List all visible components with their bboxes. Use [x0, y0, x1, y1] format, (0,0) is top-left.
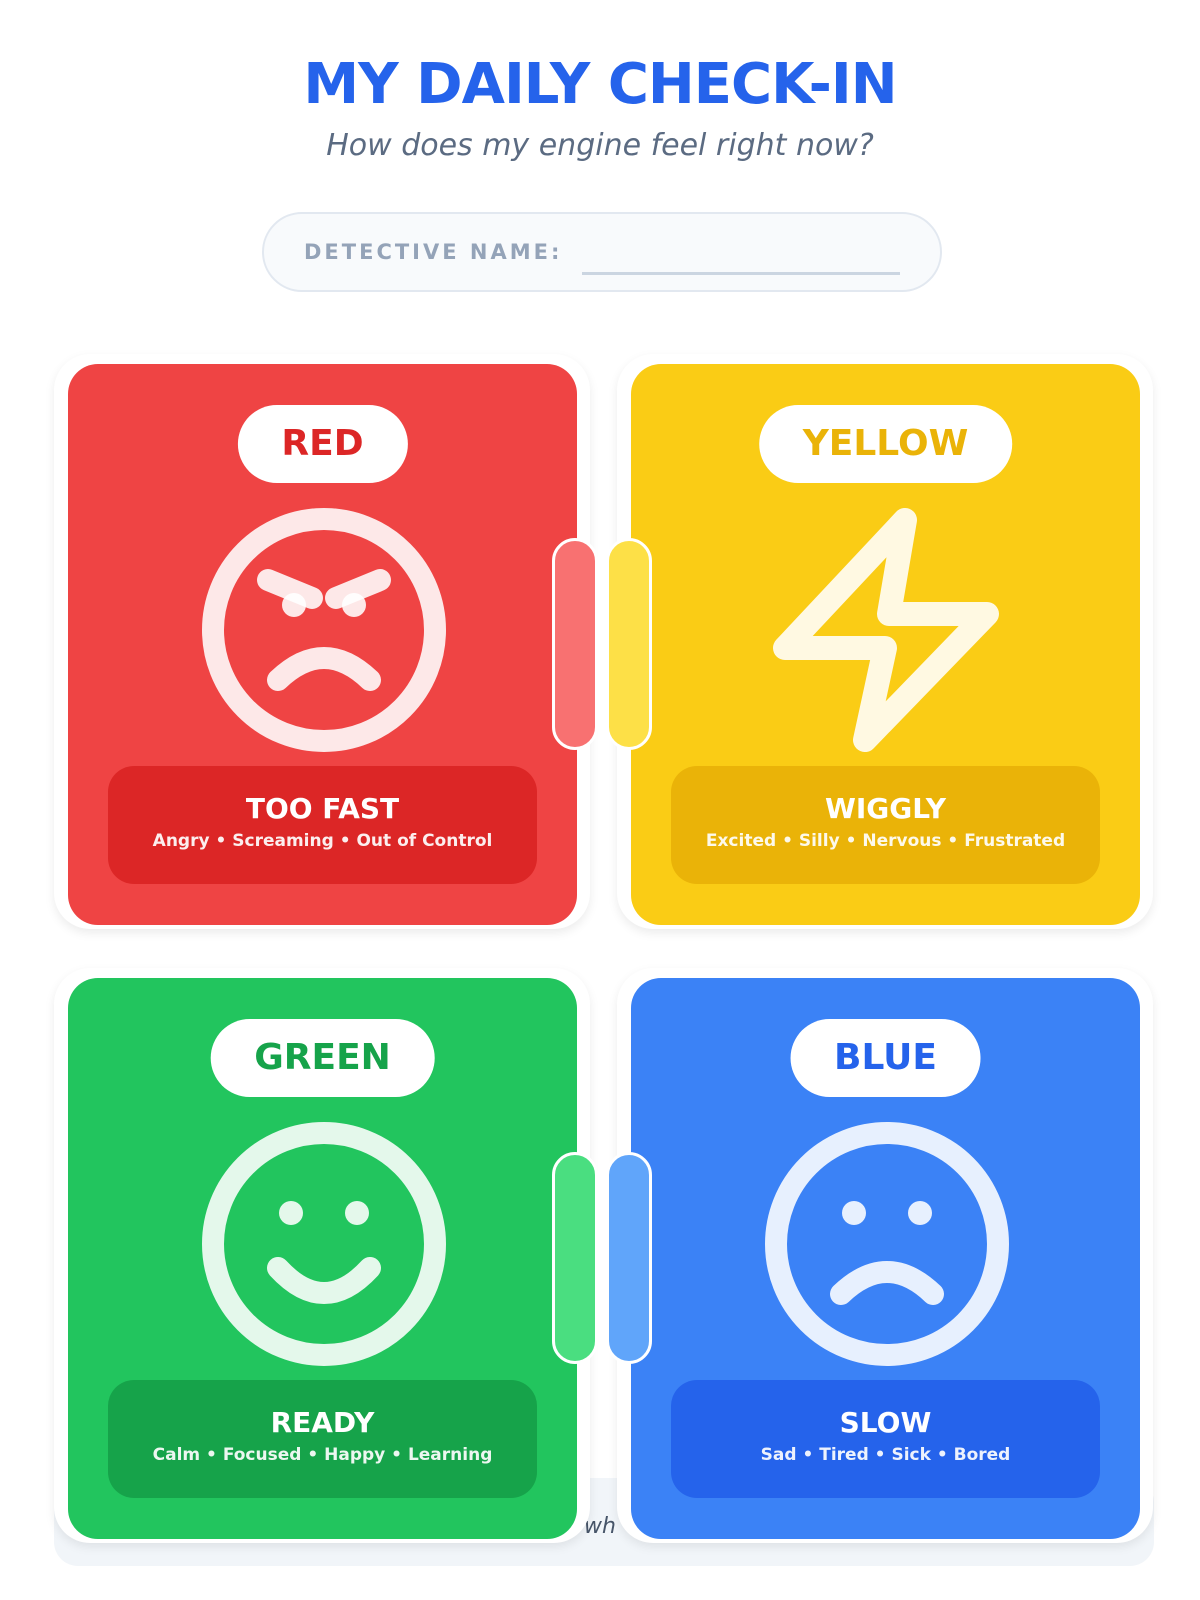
sad-face-icon: [765, 1122, 1009, 1366]
connector-blue: [606, 1152, 652, 1364]
zone-title: SLOW: [839, 1406, 932, 1439]
zone-info-box: WIGGLY Excited • Silly • Nervous • Frust…: [671, 766, 1100, 884]
zone-card-frame-red[interactable]: RED TOO FAST Angry • Screaming • Out of …: [54, 354, 590, 929]
zone-feelings: Sad • Tired • Sick • Bored: [760, 1445, 1011, 1465]
zone-label-pill: RED: [237, 405, 408, 483]
detective-name-input-line[interactable]: [582, 272, 900, 275]
zone-card-frame-green[interactable]: GREEN READY Calm • Focused • Happy • Lea…: [54, 968, 590, 1543]
zone-feelings: Angry • Screaming • Out of Control: [152, 831, 493, 851]
detective-name-field[interactable]: DETECTIVE NAME:: [262, 212, 942, 292]
connector-red: [552, 538, 598, 750]
zone-title: TOO FAST: [245, 792, 400, 825]
page-subtitle: How does my engine feel right now?: [326, 128, 874, 163]
page-title: MY DAILY CHECK-IN: [303, 52, 897, 117]
zone-card-frame-blue[interactable]: BLUE SLOW Sad • Tired • Sick • Bored: [617, 968, 1153, 1543]
happy-face-icon: [202, 1122, 446, 1366]
lightning-bolt-icon: [773, 508, 999, 752]
zone-feelings: Excited • Silly • Nervous • Frustrated: [705, 831, 1066, 851]
zone-card-red[interactable]: RED TOO FAST Angry • Screaming • Out of …: [68, 364, 577, 925]
angry-face-icon: [202, 508, 446, 752]
zone-info-box: SLOW Sad • Tired • Sick • Bored: [671, 1380, 1100, 1498]
connector-yellow: [606, 538, 652, 750]
zone-label-pill: GREEN: [210, 1019, 435, 1097]
zone-label-pill: BLUE: [790, 1019, 981, 1097]
zone-feelings: Calm • Focused • Happy • Learning: [152, 1445, 493, 1465]
background-text: wh: [584, 1514, 616, 1539]
zone-label-pill: YELLOW: [758, 405, 1013, 483]
zone-title: READY: [270, 1406, 375, 1439]
zone-info-box: TOO FAST Angry • Screaming • Out of Cont…: [108, 766, 537, 884]
connector-green: [552, 1152, 598, 1364]
zone-info-box: READY Calm • Focused • Happy • Learning: [108, 1380, 537, 1498]
zone-card-frame-yellow[interactable]: YELLOW WIGGLY Excited • Silly • Nervous …: [617, 354, 1153, 929]
zone-card-yellow[interactable]: YELLOW WIGGLY Excited • Silly • Nervous …: [631, 364, 1140, 925]
zone-title: WIGGLY: [824, 792, 947, 825]
zone-card-blue[interactable]: BLUE SLOW Sad • Tired • Sick • Bored: [631, 978, 1140, 1539]
zone-card-green[interactable]: GREEN READY Calm • Focused • Happy • Lea…: [68, 978, 577, 1539]
detective-name-label: DETECTIVE NAME:: [304, 240, 563, 264]
